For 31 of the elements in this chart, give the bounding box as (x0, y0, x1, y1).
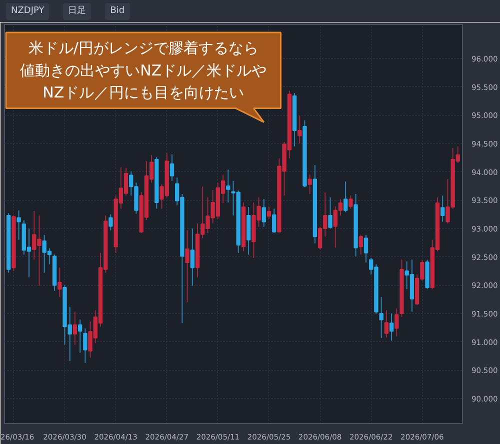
candlestick (226, 169, 230, 203)
candlestick (170, 154, 174, 182)
candlestick (358, 234, 363, 256)
annotation: 米ドル/円がレンジで膠着するなら (28, 39, 258, 58)
annotation: 値動きの出やすいNZドル／米ドルや (20, 61, 267, 80)
candlestick (272, 208, 276, 234)
candlestick (394, 308, 399, 337)
candlestick (16, 210, 21, 240)
candlestick (83, 328, 88, 364)
candlestick (389, 313, 394, 342)
candlestick (78, 319, 82, 354)
candlestick (348, 195, 353, 210)
candlestick (190, 228, 194, 286)
candlestick (343, 180, 348, 213)
candlestick (379, 296, 384, 338)
candlestick (185, 230, 190, 303)
candlestick (364, 234, 368, 264)
candlestick (72, 311, 78, 346)
candlestick (262, 198, 266, 228)
candlestick (108, 214, 113, 231)
candlestick (298, 115, 302, 144)
candlestick (328, 196, 332, 230)
chart-title: NZDJPY (6, 3, 50, 20)
candlestick (384, 310, 389, 338)
text: Bid (105, 3, 130, 20)
candlestick (308, 174, 312, 194)
annotation: NZドル／円にも目を向けたい (42, 84, 244, 102)
candlestick (440, 195, 445, 222)
candlestick (266, 206, 272, 220)
candlestick (58, 267, 62, 298)
text: 日足 (63, 3, 92, 20)
